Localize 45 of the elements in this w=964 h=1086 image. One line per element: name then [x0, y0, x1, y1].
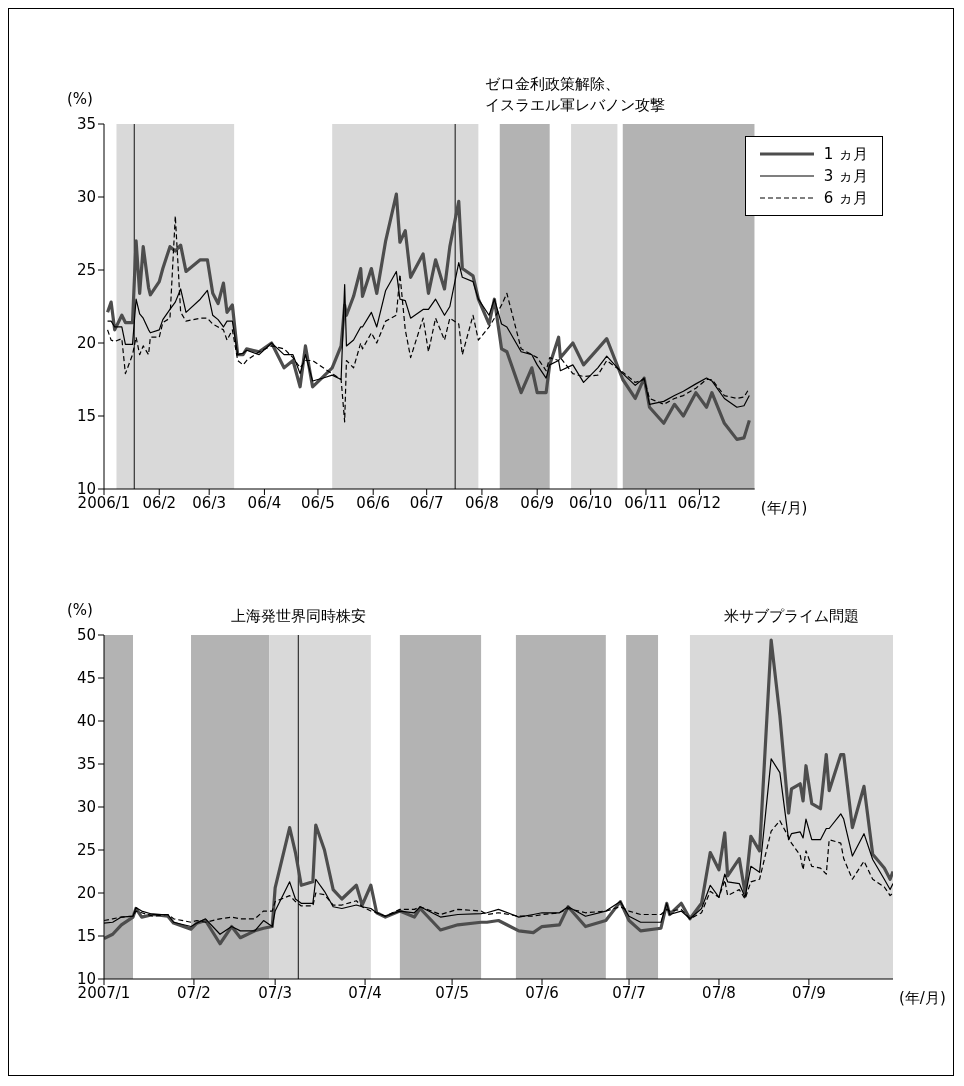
y-tick-label: 25: [76, 841, 96, 860]
y-tick-label: 35: [76, 755, 96, 774]
y-tick-label: 25: [76, 261, 96, 280]
line-series: [106, 215, 750, 423]
y-tick-label: 20: [76, 884, 96, 903]
y-tick-label: 30: [76, 798, 96, 817]
ref-line-label: ゼロ金利政策解除、イスラエル軍レバノン攻撃: [485, 75, 666, 114]
x-tick-label: 06/10: [569, 493, 613, 512]
x-tick-label: 07/6: [525, 983, 559, 1002]
x-tick-label: 07/8: [702, 983, 736, 1002]
x-tick-label: 07/3: [258, 983, 292, 1002]
x-tick-label: 06/9: [520, 493, 555, 512]
line-series: [104, 638, 893, 946]
y-tick-label: 50: [76, 626, 96, 645]
x-axis-title: (年/月): [760, 499, 808, 517]
y-tick-label: 20: [76, 334, 96, 353]
x-tick-label: 06/7: [409, 493, 444, 512]
x-tick-label: 06/12: [677, 493, 722, 512]
y-tick-label: 15: [76, 407, 96, 426]
x-tick-label: 07/9: [792, 983, 826, 1002]
x-tick-label: 06/6: [356, 493, 391, 512]
x-tick-label: 06/3: [192, 493, 227, 512]
x-axis-title: (年/月): [899, 989, 946, 1007]
y-axis-title: (%): [67, 601, 93, 619]
legend-label: 1 ヵ月: [823, 144, 868, 165]
y-tick-label: 45: [76, 669, 96, 688]
x-tick-label: 07/5: [435, 983, 469, 1002]
line-series: [105, 192, 751, 441]
y-tick-label: 35: [76, 115, 96, 134]
y-tick-label: 30: [76, 188, 96, 207]
ref-line-label: 上海発世界同時株安: [230, 607, 366, 625]
y-tick-label: 15: [76, 927, 96, 946]
x-tick-label: 07/2: [177, 983, 211, 1002]
legend-label: 3 ヵ月: [823, 166, 868, 187]
y-axis-title: (%): [67, 90, 93, 108]
band-label: 米サブプライム問題: [723, 607, 859, 625]
x-tick-label: 07/4: [348, 983, 382, 1002]
x-tick-label: 06/2: [142, 493, 177, 512]
x-tick-label: 06/11: [624, 493, 668, 512]
x-tick-label: 07/7: [612, 983, 646, 1002]
y-tick-label: 40: [76, 712, 96, 731]
x-tick-label: 06/4: [247, 493, 282, 512]
legend-label: 6 ヵ月: [823, 188, 868, 209]
x-tick-label: 06/5: [301, 493, 335, 512]
x-tick-label: 06/8: [465, 493, 499, 512]
